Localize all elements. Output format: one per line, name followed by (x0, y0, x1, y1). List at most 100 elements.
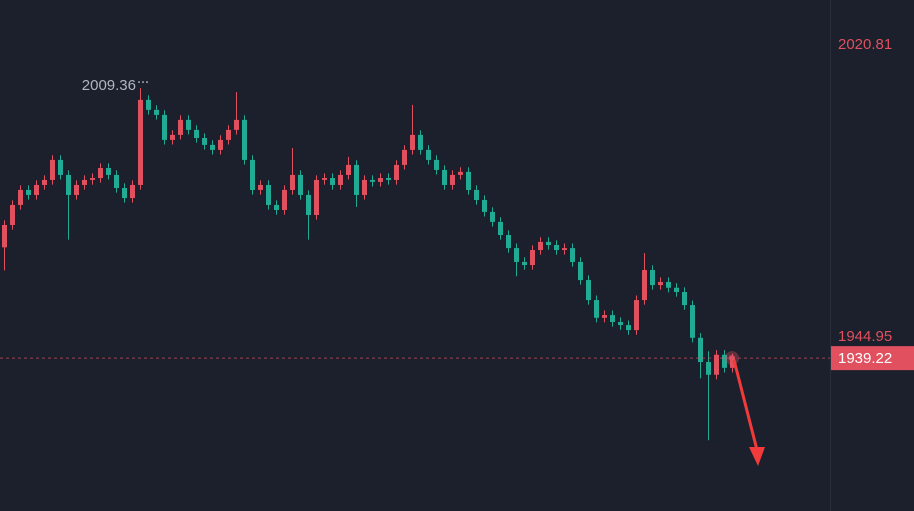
candle-body (106, 168, 111, 175)
trend-arrow-shaft (732, 359, 759, 451)
candle-body (354, 164, 359, 195)
candle-body (490, 211, 495, 222)
candle-body (114, 174, 119, 189)
candle-body (98, 168, 103, 179)
candle-body (130, 184, 135, 199)
candle-body (674, 287, 679, 292)
candle-body (442, 169, 447, 185)
high-annotation: 2009.36 (82, 77, 136, 94)
candle-body (122, 188, 127, 199)
candle-body (498, 221, 503, 235)
candle-body (634, 300, 639, 331)
candle-body (594, 300, 599, 318)
trend-arrow-head (749, 447, 765, 466)
candle-body (50, 159, 55, 180)
candle-body (186, 119, 191, 130)
candle-body (474, 189, 479, 200)
candle-body (242, 119, 247, 160)
y-tick-label: 2020.81 (838, 36, 892, 53)
candle-body (602, 315, 607, 318)
candle-body (386, 178, 391, 180)
candle-body (42, 179, 47, 185)
last-price-dot (729, 355, 735, 362)
candle-body (330, 178, 335, 185)
candle-body (418, 134, 423, 150)
candle-body (274, 204, 279, 210)
candle-body (658, 281, 663, 286)
annotations (732, 359, 765, 466)
candle-body (282, 189, 287, 210)
candle-body (530, 250, 535, 266)
candle-body (306, 194, 311, 215)
candle-body (66, 174, 71, 195)
candle-body (730, 358, 735, 368)
candle-body (690, 305, 695, 338)
y-tick-label: 1944.95 (838, 328, 892, 345)
candle-body (346, 164, 351, 175)
last-price-label: 1939.22 (838, 350, 892, 367)
candle-body (722, 354, 727, 368)
candle-body (138, 99, 143, 185)
candle-body (370, 179, 375, 182)
candle-body (154, 109, 159, 115)
candle-body (570, 248, 575, 262)
candle-body (298, 174, 303, 195)
candle-body (146, 99, 151, 110)
candle-body (194, 129, 199, 138)
candle-body (466, 171, 471, 190)
candle-body (450, 174, 455, 185)
candle-body (650, 270, 655, 286)
candle-body (426, 149, 431, 160)
candle-body (226, 129, 231, 140)
candle-body (698, 337, 703, 363)
last-price-box (831, 346, 914, 371)
candle-body (610, 315, 615, 323)
candle-body (482, 199, 487, 212)
candle-body (378, 178, 383, 182)
candle-body (522, 261, 527, 266)
candle-body (706, 362, 711, 375)
candle-body (234, 119, 239, 130)
candle-body (250, 159, 255, 190)
candle-body (362, 179, 367, 195)
candle-body (82, 179, 87, 185)
candle-body (562, 248, 567, 251)
candle-body (162, 114, 167, 140)
candle-body (666, 281, 671, 288)
candle-body (538, 241, 543, 251)
candle-body (314, 179, 319, 215)
candle-body (682, 291, 687, 306)
candle-body (514, 248, 519, 262)
candle-body (26, 189, 31, 195)
candle-body (210, 144, 215, 150)
candle-body (290, 174, 295, 190)
candle-body (58, 159, 63, 175)
candle-body (322, 178, 327, 180)
candle-body (642, 270, 647, 301)
candle-body (2, 224, 7, 248)
candle-body (258, 184, 263, 190)
candle-body (714, 354, 719, 375)
candle-body (546, 241, 551, 246)
candle-body (338, 174, 343, 185)
candle-body (218, 139, 223, 150)
candle-body (10, 204, 15, 225)
candle-body (402, 149, 407, 165)
annotation-dots (146, 81, 148, 83)
candle-body (586, 280, 591, 301)
candle-body (394, 164, 399, 180)
plot-area: 1944.95 2020.81 2009.36 1939.22 (0, 36, 914, 441)
annotation-dots (142, 81, 144, 83)
candle-body (90, 178, 95, 180)
candle-body (410, 134, 415, 150)
candle-body (458, 171, 463, 175)
candle-body (554, 245, 559, 251)
candle-body (266, 184, 271, 205)
candle-body (178, 119, 183, 135)
annotation-dots (138, 81, 140, 83)
candle-body (434, 159, 439, 170)
candle-body (578, 261, 583, 281)
candle-body (506, 234, 511, 249)
